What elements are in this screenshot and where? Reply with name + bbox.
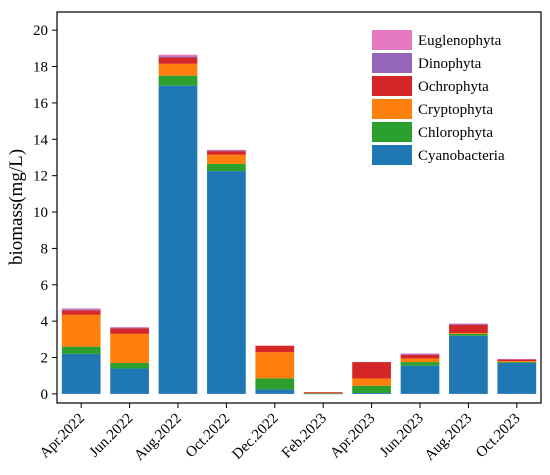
legend-label-chlorophyta: Chlorophyta	[418, 125, 493, 141]
bar-segment-chlorophyta	[303, 393, 343, 394]
bar-segment-dinophyta	[110, 327, 149, 329]
y-axis: 0 2 4 6 8 10 12 14 16 18 20	[33, 23, 57, 403]
bar-segment-cryptophyta	[158, 63, 198, 76]
bar-segment-cyanobacteria	[255, 389, 295, 394]
legend-label-dinophyta: Dinophyta	[418, 56, 482, 72]
bar-segment-cryptophyta	[497, 361, 537, 363]
bar-segment-cyanobacteria	[497, 362, 537, 394]
x-tick-label: Oct.2023	[473, 411, 524, 462]
bar-segment-chlorophyta	[449, 333, 488, 336]
legend-swatch-ochrophyta	[372, 76, 412, 96]
bar-segment-chlorophyta	[497, 362, 537, 363]
legend-label-cryptophyta: Cryptophyta	[418, 102, 493, 118]
bar-segment-cyanobacteria	[61, 353, 101, 394]
bar-segment-cryptophyta	[303, 392, 343, 394]
x-tick-label: Apr.2023	[327, 411, 378, 462]
x-axis: Apr.2022Jun.2022Aug.2022Oct.2022Dec.2022…	[37, 403, 524, 464]
x-tick-label: Dec.2022	[229, 411, 281, 463]
x-tick-label: Feb.2023	[279, 411, 330, 462]
legend-swatch-euglenophyta	[372, 30, 412, 50]
y-axis-title: biomass(mg/L)	[6, 149, 27, 265]
plot-frame	[56, 11, 542, 404]
bar-segment-ochrophyta	[352, 362, 391, 379]
bar-segment-cyanobacteria	[449, 335, 488, 394]
y-tick-label: 12	[33, 169, 48, 185]
legend-swatch-cryptophyta	[372, 99, 412, 119]
bar-segment-ochrophyta	[207, 151, 246, 155]
legend: Euglenophyta Dinophyta Ochrophyta Cryptophy…	[372, 30, 505, 165]
bar-segment-ochrophyta	[400, 354, 440, 359]
legend-label-cyanobacteria: Cyanobacteria	[418, 148, 505, 164]
bar-segment-chlorophyta	[255, 378, 295, 390]
bar-segment-chlorophyta	[352, 385, 391, 393]
bar-segment-chlorophyta	[400, 362, 440, 366]
bar-segment-dinophyta	[449, 323, 488, 325]
bar-segment-euglenophyta	[400, 353, 440, 355]
bar-segment-chlorophyta	[61, 346, 101, 354]
bar-segment-ochrophyta	[158, 57, 198, 64]
bar-segment-cryptophyta	[255, 352, 295, 379]
y-tick-label: 20	[33, 23, 48, 39]
bar-segment-chlorophyta	[110, 362, 149, 369]
legend-label-euglenophyta: Euglenophyta	[418, 33, 502, 49]
legend-swatch-dinophyta	[372, 53, 412, 73]
y-tick-label: 6	[41, 278, 49, 294]
bar-segment-cyanobacteria	[207, 171, 246, 394]
bar-segment-cryptophyta	[207, 154, 246, 164]
y-tick-label: 0	[41, 387, 49, 403]
y-tick-label: 18	[33, 60, 48, 76]
y-tick-label: 4	[41, 314, 49, 330]
legend-swatch-cyanobacteria	[372, 145, 412, 165]
legend-label-ochrophyta: Ochrophyta	[418, 79, 489, 95]
x-tick-label: Aug.2023	[422, 411, 475, 464]
x-tick-label: Jun.2023	[377, 411, 427, 461]
bar-segment-cryptophyta	[400, 358, 440, 363]
bar-segment-cryptophyta	[352, 378, 391, 386]
bar-segment-euglenophyta	[497, 358, 537, 360]
bars-layer	[61, 54, 537, 395]
legend-swatch-chlorophyta	[372, 122, 412, 142]
y-tick-label: 14	[33, 132, 49, 148]
bar-segment-cyanobacteria	[352, 392, 391, 394]
bar-segment-dinophyta	[400, 353, 440, 355]
bar-segment-euglenophyta	[61, 308, 101, 310]
bar-segment-ochrophyta	[303, 392, 343, 393]
bar-segment-euglenophyta	[449, 323, 488, 325]
bar-segment-cryptophyta	[61, 314, 101, 347]
y-tick-label: 16	[33, 96, 49, 112]
bar-segment-dinophyta	[207, 150, 246, 152]
bar-segment-cyanobacteria	[110, 368, 149, 394]
bar-segment-dinophyta	[61, 309, 101, 311]
bar-segment-cryptophyta	[449, 332, 488, 334]
bar-segment-dinophyta	[158, 56, 198, 58]
bar-segment-cyanobacteria	[158, 85, 198, 394]
bar-segment-ochrophyta	[255, 345, 295, 353]
bar-segment-cryptophyta	[110, 333, 149, 363]
bar-segment-ochrophyta	[449, 324, 488, 333]
bar-segment-euglenophyta	[158, 54, 198, 57]
bar-segment-chlorophyta	[158, 75, 198, 86]
bar-segment-euglenophyta	[207, 149, 246, 151]
bar-segment-chlorophyta	[207, 163, 246, 172]
bar-segment-ochrophyta	[61, 310, 101, 315]
y-tick-label: 10	[33, 205, 48, 221]
bar-segment-ochrophyta	[497, 359, 537, 362]
y-tick-label: 8	[41, 241, 49, 257]
x-tick-label: Aug.2022	[131, 411, 184, 464]
x-tick-label: Jun.2022	[87, 411, 137, 461]
bar-segment-euglenophyta	[110, 327, 149, 328]
bar-segment-cyanobacteria	[400, 365, 440, 394]
x-tick-label: Oct.2022	[183, 411, 234, 462]
y-tick-label: 2	[41, 351, 49, 367]
x-tick-label: Apr.2022	[37, 411, 88, 462]
bar-segment-cyanobacteria	[303, 393, 343, 395]
bar-segment-ochrophyta	[110, 328, 149, 334]
